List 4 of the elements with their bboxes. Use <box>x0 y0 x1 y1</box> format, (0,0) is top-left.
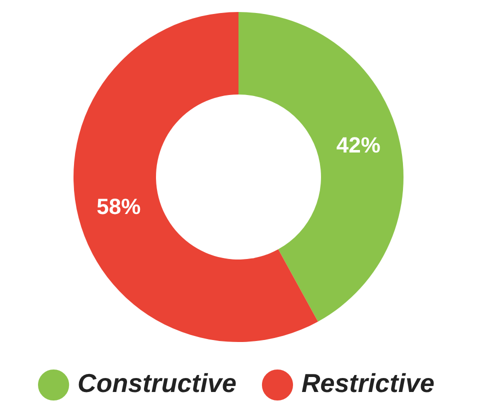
data-label: 42% <box>336 132 380 158</box>
data-label: 58% <box>96 194 141 219</box>
legend-label: Restrictive <box>301 368 434 398</box>
legend-label: Constructive <box>78 368 236 398</box>
